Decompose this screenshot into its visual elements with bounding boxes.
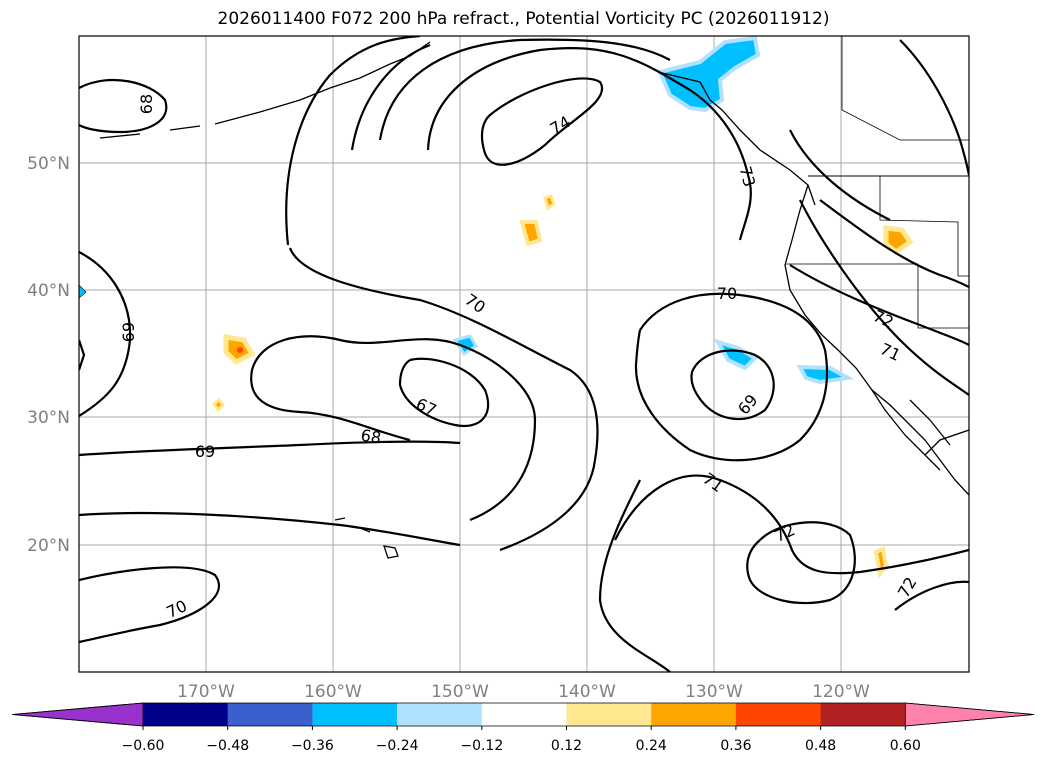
plot-area <box>79 36 969 672</box>
colorbar-tick-label: 0.60 <box>890 738 921 754</box>
contour-70-trough <box>288 247 599 552</box>
latitude-labels: 50°N 40°N 30°N 20°N <box>27 154 70 556</box>
coast-alaska-panhandle <box>657 71 816 206</box>
contour-70-south <box>79 566 221 644</box>
lon-label-150w: 150°W <box>431 682 489 702</box>
colorbar-tick-label: 0.12 <box>551 738 582 754</box>
contour-72-se <box>894 580 969 611</box>
colorbar-segment <box>651 703 737 726</box>
colorbar-tick-label: 0.24 <box>636 738 667 754</box>
contour-71-east <box>799 199 969 396</box>
contour-label: 69 <box>195 442 215 461</box>
contour-72-east <box>789 264 969 346</box>
colorbar-segment <box>397 703 483 726</box>
colorbar-segment <box>143 703 229 726</box>
contour-74-high <box>480 77 604 166</box>
colorbar-extend-low <box>11 702 144 727</box>
contour-70-east-low <box>634 292 829 462</box>
contour-72-ne <box>789 129 891 221</box>
pv-negative-pac1 <box>713 338 759 371</box>
contour-68-mid <box>250 369 411 442</box>
contour-73 <box>426 47 752 241</box>
colorbar-segment <box>566 703 652 726</box>
contour-72-south <box>746 521 856 605</box>
contour-label: 68 <box>137 94 156 114</box>
lon-label-120w: 120°W <box>812 682 870 702</box>
contour-69-mid <box>79 440 461 457</box>
contour-label: 70 <box>717 284 737 303</box>
contour-label: 73 <box>736 164 760 189</box>
plot-frame <box>78 35 970 673</box>
contour-68-north <box>79 79 168 134</box>
lat-label-40n: 40°N <box>27 281 70 301</box>
colorbar-tick-label: −0.12 <box>460 738 503 754</box>
contour-label: 69 <box>119 322 138 342</box>
contour-70-ridge <box>285 36 421 246</box>
longitude-labels: 170°W 160°W 150°W 140°W 130°W 120°W <box>177 682 870 702</box>
colorbar-tick-label: −0.60 <box>122 738 165 754</box>
colorbar-extend-high <box>904 702 1035 727</box>
lat-label-50n: 50°N <box>27 154 70 174</box>
pv-negative-pac2 <box>796 364 855 385</box>
colorbar: −0.60 −0.48 −0.36 −0.24 −0.12 0.12 0.24 0.36 0.4… <box>11 702 1035 754</box>
contour-label: 68 <box>359 425 382 447</box>
colorbar-tick-label: −0.48 <box>206 738 249 754</box>
coastlines <box>99 36 969 559</box>
pv-positive-c1 <box>519 220 543 247</box>
contour-72 <box>378 38 671 141</box>
colorbar-segment <box>227 703 313 726</box>
lat-label-20n: 20°N <box>27 536 70 556</box>
pv-negative-west-edge <box>79 284 87 299</box>
pv-positive-w2 <box>211 397 226 413</box>
lon-label-140w: 140°W <box>558 682 616 702</box>
coast-mexico <box>924 429 969 456</box>
pv-positive-c2 <box>543 194 556 211</box>
colorbar-segment <box>820 703 906 726</box>
contour-74-ne <box>899 39 969 176</box>
colorbar-tick-label: −0.36 <box>291 738 334 754</box>
contour-69-west-inner <box>79 339 86 371</box>
boundary-states <box>785 36 969 329</box>
refractivity-contours <box>79 36 969 672</box>
colorbar-segment <box>481 703 567 726</box>
contour-69-west <box>79 251 132 417</box>
contour-73-east <box>819 199 969 288</box>
colorbar-tick-label: 0.36 <box>720 738 751 754</box>
lon-label-170w: 170°W <box>177 682 235 702</box>
pv-positive-w1-core <box>237 347 243 353</box>
colorbar-tick-label: −0.24 <box>376 738 419 754</box>
coast-baja <box>871 389 951 471</box>
map-title: 2026011400 F072 200 hPa refract., Potent… <box>217 9 830 29</box>
colorbar-segment <box>735 703 822 726</box>
lon-label-130w: 130°W <box>685 682 743 702</box>
contour-67-low <box>398 357 490 428</box>
contour-71-south <box>614 474 969 575</box>
lat-label-30n: 30°N <box>27 408 70 428</box>
contour-68-trough <box>250 335 537 522</box>
pv-shading <box>79 36 914 579</box>
lon-label-160w: 160°W <box>304 682 362 702</box>
contour-70-low <box>79 511 461 547</box>
contour-69-east-low <box>690 349 775 421</box>
contour-71 <box>350 43 431 151</box>
pv-negative-alaska <box>657 36 761 113</box>
pv-positive-ne <box>883 225 914 256</box>
colorbar-tick-label: 0.48 <box>805 738 836 754</box>
coast-north-america <box>784 184 969 496</box>
colorbar-segment <box>312 703 398 726</box>
contour-71-sw <box>598 479 671 672</box>
